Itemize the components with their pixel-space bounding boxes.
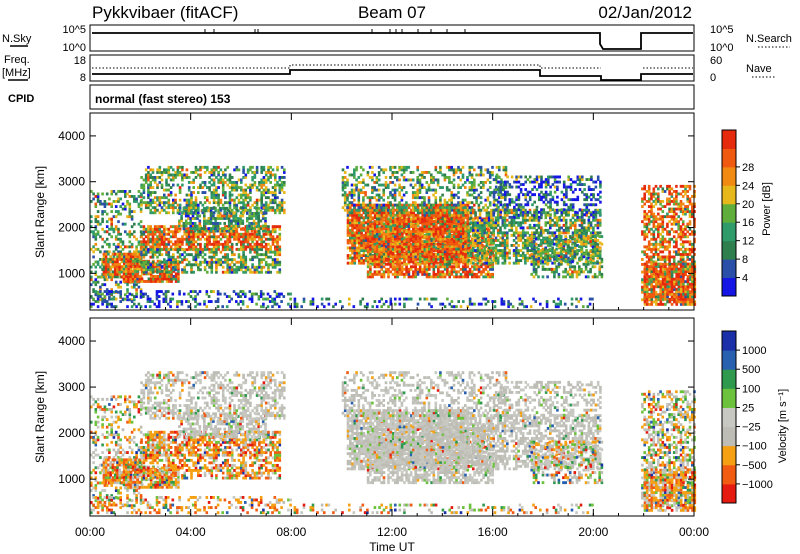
nave-bottom-tick: 0 <box>710 72 716 84</box>
power-colorbar: 4 8 12 16 20 24 28 Power [dB] <box>721 129 773 297</box>
colorbar-swatch <box>722 277 736 297</box>
power-colorbar-label: Power [dB] <box>761 182 773 236</box>
colorbar-tick-label: −500 <box>742 460 767 472</box>
colorbar-swatch <box>722 388 736 408</box>
y-tick-label: 1000 <box>58 266 85 280</box>
colorbar-tick-label: 20 <box>742 199 754 211</box>
power-panel: Slant Range [km] 1000 2000 3000 4000 <box>33 112 697 311</box>
colorbar-swatch <box>722 464 736 485</box>
velocity-ylabel: Slant Range [km] <box>33 371 47 463</box>
velocity-colorbar: 1000 500 100 25 −25 −100 −500 −1000 Velocity [m… <box>721 330 789 504</box>
x-tick-label: 12:00 <box>377 525 407 539</box>
cpid-label: CPID <box>8 93 34 105</box>
velocity-heatmap-cells <box>90 371 697 515</box>
nsearch-label: N.Search <box>746 33 792 45</box>
x-axis-label: Time UT <box>369 540 415 554</box>
colorbar-swatch <box>722 331 736 351</box>
colorbar-swatch <box>722 407 736 428</box>
colorbar-swatch <box>722 426 736 447</box>
power-ylabel: Slant Range [km] <box>33 166 47 258</box>
colorbar-tick-label: 28 <box>742 162 754 174</box>
colorbar-tick-label: −100 <box>742 441 767 453</box>
colorbar-tick-label: −25 <box>742 422 761 434</box>
freq-label: Freq. <box>4 54 30 66</box>
colorbar-tick-label: 25 <box>742 402 754 414</box>
velocity-colorbar-label: Velocity [m s⁻¹] <box>777 389 789 463</box>
y-tick-label: 2000 <box>58 426 85 440</box>
nsearch-top-tick: 10^5 <box>710 24 734 36</box>
nsearch-bottom-tick: 10^0 <box>710 42 734 54</box>
colorbar-tick-label: 16 <box>742 217 754 229</box>
power-heatmap-cells <box>90 165 697 309</box>
freq-top-tick: 18 <box>74 55 86 67</box>
beam-title: Beam 07 <box>358 3 426 22</box>
velocity-panel: Slant Range [km] 1000 2000 3000 4000 00:00 0… <box>33 317 709 554</box>
colorbar-tick-label: 500 <box>742 364 760 376</box>
date-title: 02/Jan/2012 <box>598 3 692 22</box>
y-tick-label: 3000 <box>58 175 85 189</box>
colorbar-swatch <box>722 130 736 149</box>
nave-top-tick: 60 <box>710 55 722 67</box>
colorbar-tick-label: 100 <box>742 383 760 395</box>
colorbar-swatch <box>722 445 736 466</box>
colorbar-swatch <box>722 166 736 186</box>
colorbar-swatch <box>722 240 736 260</box>
colorbar-swatch <box>722 369 736 389</box>
y-tick-label: 4000 <box>58 129 85 143</box>
y-tick-label: 4000 <box>58 334 85 348</box>
colorbar-swatch <box>722 203 736 223</box>
y-tick-label: 1000 <box>58 472 85 486</box>
x-tick-label: 00:00 <box>75 525 105 539</box>
colorbar-swatch <box>722 350 736 370</box>
colorbar-swatch <box>722 185 736 205</box>
colorbar-tick-label: 12 <box>742 236 754 248</box>
x-tick-label: 08:00 <box>276 525 306 539</box>
colorbar-tick-label: −1000 <box>742 479 773 491</box>
colorbar-tick-label: 4 <box>742 273 748 285</box>
nsky-strip: N.Sky 10^5 10^0 10^5 10^0 N.Search <box>2 24 792 54</box>
x-tick-label: 04:00 <box>176 525 206 539</box>
colorbar-swatch <box>722 222 736 242</box>
nsky-top-tick: 10^5 <box>62 24 86 36</box>
freq-strip: Freq. [MHz] 18 8 60 0 Nave <box>2 54 776 84</box>
y-tick-label: 3000 <box>58 380 85 394</box>
cpid-text: normal (fast stereo) 153 <box>95 92 231 106</box>
colorbar-swatch <box>722 483 736 504</box>
colorbar-swatch <box>722 259 736 279</box>
nsky-label: N.Sky <box>2 33 32 45</box>
nave-label: Nave <box>746 63 772 75</box>
y-tick-label: 2000 <box>58 221 85 235</box>
freq-bottom-tick: 8 <box>80 72 86 84</box>
freq-unit-label: [MHz] <box>2 67 31 79</box>
colorbar-tick-label: 24 <box>742 180 754 192</box>
cpid-strip: CPID normal (fast stereo) 153 <box>8 84 695 110</box>
nsky-bottom-tick: 10^0 <box>62 42 86 54</box>
colorbar-tick-label: 1000 <box>742 345 766 357</box>
x-tick-label: 00:00 <box>679 525 709 539</box>
colorbar-swatch <box>722 148 736 168</box>
station-title: Pykkvibaer (fitACF) <box>92 3 238 22</box>
x-tick-label: 20:00 <box>578 525 608 539</box>
colorbar-tick-label: 8 <box>742 254 748 266</box>
x-tick-label: 16:00 <box>478 525 508 539</box>
